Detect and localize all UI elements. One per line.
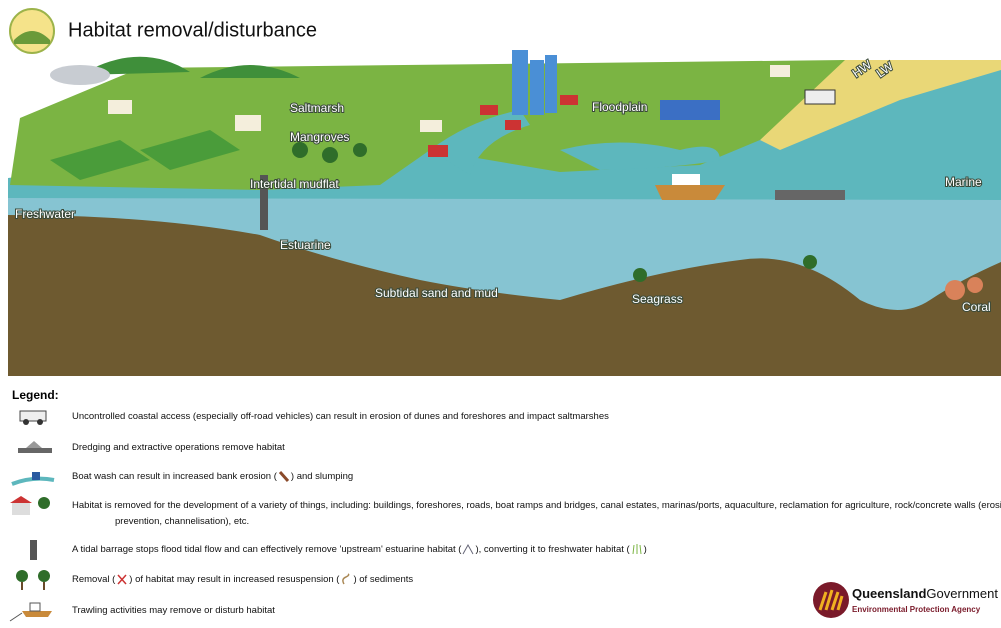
legend-text: Dredging and extractive operations remov… [72, 442, 285, 453]
icon-development [8, 495, 58, 517]
label-floodplain: Floodplain [592, 100, 647, 114]
towers [512, 50, 557, 115]
icon-trawler [8, 597, 58, 623]
label-seagrass: Seagrass [632, 292, 683, 306]
icon-barrage [8, 538, 58, 562]
icon-removal-x [115, 573, 129, 585]
label-coral: Coral [962, 300, 991, 314]
icon-resuspension [339, 573, 353, 585]
legend-text: A tidal barrage stops flood tidal flow a… [72, 544, 461, 555]
label-subtidal: Subtidal sand and mud [375, 286, 498, 300]
icon-removal [8, 568, 58, 592]
label-marine: Marine [945, 175, 982, 189]
legend-text: ) of sediments [353, 574, 413, 585]
legend-item: A tidal barrage stops flood tidal flow a… [72, 542, 647, 558]
icon-freshwater [630, 543, 644, 555]
icon-estuarine [461, 543, 475, 555]
label-estuarine: Estuarine [280, 238, 331, 252]
scene: Habitat removal/disturbance Saltmarsh Ma… [0, 0, 1001, 378]
legend-text: ), converting it to freshwater habitat ( [475, 544, 629, 555]
logo-name: QueenslandGovernment [852, 586, 998, 601]
page: Habitat removal/disturbance Saltmarsh Ma… [0, 0, 1001, 628]
icon-dredge [8, 438, 58, 456]
legend-text: ) of habitat may result in increased res… [129, 574, 339, 585]
logo-emblem [812, 580, 850, 620]
legend-text: ) and slumping [291, 471, 353, 482]
legend-text: ) [644, 544, 647, 555]
legend-title: Legend: [12, 388, 59, 402]
port [660, 100, 720, 120]
legend-text: Uncontrolled coastal access (especially … [72, 411, 609, 422]
legend-item: Removal ( ) of habitat may result in incr… [72, 572, 413, 588]
vehicle [805, 90, 835, 104]
legend-item: Boat wash can result in increased bank e… [72, 469, 353, 485]
dredge [775, 190, 845, 200]
legend-item: Habitat is removed for the development o… [72, 498, 1001, 530]
title: Habitat removal/disturbance [68, 19, 317, 41]
logo-name-rest: Government [926, 586, 998, 601]
logo-name-bold: Queensland [852, 586, 926, 601]
legend-text: Habitat is removed for the development o… [72, 500, 1001, 527]
legend-text: Removal ( [72, 574, 115, 585]
label-saltmarsh: Saltmarsh [290, 101, 344, 115]
icon-erosion [277, 470, 291, 482]
icon-boat-wash [8, 468, 58, 488]
label-mudflat: Intertidal mudflat [250, 177, 339, 191]
logo-agency: Environmental Protection Agency [852, 605, 980, 614]
legend-item: Uncontrolled coastal access (especially … [72, 409, 609, 425]
legend-text: Trawling activities may remove or distur… [72, 605, 275, 616]
legend-text: Boat wash can result in increased bank e… [72, 471, 277, 482]
legend-item: Dredging and extractive operations remov… [72, 440, 285, 456]
legend-item: Trawling activities may remove or distur… [72, 603, 275, 619]
icon-vehicle [8, 408, 58, 426]
label-freshwater: Freshwater [15, 207, 75, 221]
cloud [50, 65, 110, 85]
label-mangroves: Mangroves [290, 130, 349, 144]
